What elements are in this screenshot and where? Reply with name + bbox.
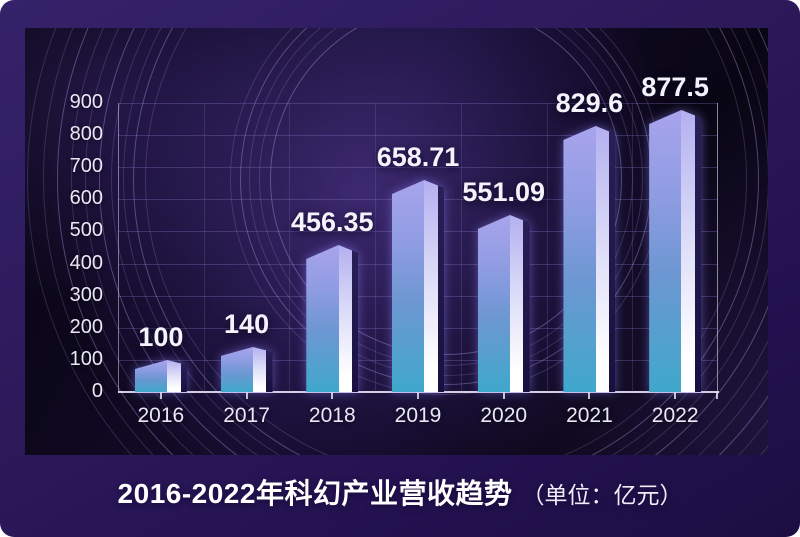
bar-body (477, 215, 530, 392)
x-tick-label: 2020 (480, 404, 528, 427)
x-tick-label: 2017 (223, 404, 270, 427)
x-tick-mark (716, 392, 718, 399)
chart-title-text: 2016-2022年科幻产业营收趋势 (117, 478, 513, 509)
bar-side-face (266, 347, 273, 392)
bar-front-face (220, 347, 253, 392)
bar-side-face (694, 110, 702, 392)
gridline-horizontal (118, 135, 718, 137)
bar-body (134, 360, 187, 392)
bar-body (306, 245, 359, 392)
y-tick-label: 100 (69, 347, 103, 370)
gridline-horizontal (118, 103, 718, 104)
bar-front-face (649, 110, 682, 392)
y-tick-label: 400 (69, 251, 103, 274)
y-tick-label: 500 (69, 219, 103, 242)
bar-2017 (220, 347, 273, 392)
bar-side-face (437, 180, 444, 392)
chart-unit-text: （单位：亿元） (521, 482, 683, 508)
bar-highlight-strip (338, 245, 353, 392)
bar-body (649, 110, 702, 392)
bar-2020 (477, 215, 530, 392)
gridline-vertical (289, 103, 291, 392)
bar-value-label: 658.71 (376, 142, 460, 172)
y-tick-label: 600 (69, 187, 103, 210)
bar-highlight-strip (509, 215, 524, 392)
bar-2022 (649, 110, 702, 392)
x-tick-mark (588, 392, 591, 399)
gridline-vertical (546, 103, 548, 392)
bar-body (563, 126, 616, 392)
y-tick-label: 700 (69, 155, 103, 178)
x-tick-mark (159, 392, 162, 399)
bar-value-label: 551.09 (462, 177, 545, 207)
x-tick-label: 2019 (394, 404, 442, 427)
x-tick-mark (331, 392, 334, 399)
chart-title: 2016-2022年科幻产业营收趋势 （单位：亿元） (0, 472, 800, 512)
bar-front-face (134, 360, 168, 392)
bar-body (220, 347, 273, 392)
bar-value-label: 456.35 (290, 207, 374, 237)
bar-side-face (352, 245, 359, 392)
bar-highlight-strip (252, 347, 267, 392)
bar-side-face (609, 126, 616, 392)
right-border-line (717, 103, 718, 392)
plot-area: 100 140 456.35 658.71 551.09 829.6 877.5 (118, 72, 719, 399)
bar-front-face (477, 215, 510, 392)
bar-value-label: 829.6 (555, 88, 624, 118)
bar-value-label: 100 (138, 322, 184, 352)
bar-highlight-strip (595, 126, 610, 392)
bar-highlight-strip (167, 360, 181, 392)
gridline-vertical (203, 103, 205, 392)
bar-side-face (180, 360, 187, 392)
bar-value-label: 877.5 (641, 72, 709, 102)
bar-2018 (306, 245, 359, 392)
x-tick-mark (502, 392, 505, 399)
bar-value-label: 140 (224, 309, 270, 339)
bar-front-face (563, 126, 596, 392)
x-tick-mark (245, 392, 248, 399)
y-tick-label: 0 (91, 380, 103, 402)
gridline-vertical (460, 103, 462, 392)
y-tick-label: 800 (69, 123, 103, 146)
gridline-horizontal (118, 167, 718, 169)
bar-2016 (134, 360, 187, 392)
bar-front-face (392, 180, 425, 392)
x-tick-label: 2018 (308, 404, 356, 427)
x-tick-mark (417, 392, 419, 399)
x-tick-mark (674, 392, 677, 399)
bar-highlight-strip (424, 180, 438, 392)
bar-side-face (523, 215, 530, 392)
bar-body (392, 180, 444, 392)
bar-highlight-strip (681, 110, 695, 392)
gridline-vertical (375, 103, 377, 392)
x-tick-label: 2022 (651, 404, 699, 427)
y-tick-label: 900 (69, 91, 103, 113)
y-axis-line (118, 103, 119, 392)
gridline-vertical (632, 103, 634, 392)
y-tick-label: 300 (69, 283, 103, 306)
bar-front-face (306, 245, 339, 392)
bar-2019 (392, 180, 444, 392)
y-tick-label: 200 (69, 315, 103, 338)
bar-2021 (563, 126, 616, 392)
x-tick-label: 2016 (137, 404, 185, 427)
x-tick-label: 2021 (566, 404, 613, 427)
